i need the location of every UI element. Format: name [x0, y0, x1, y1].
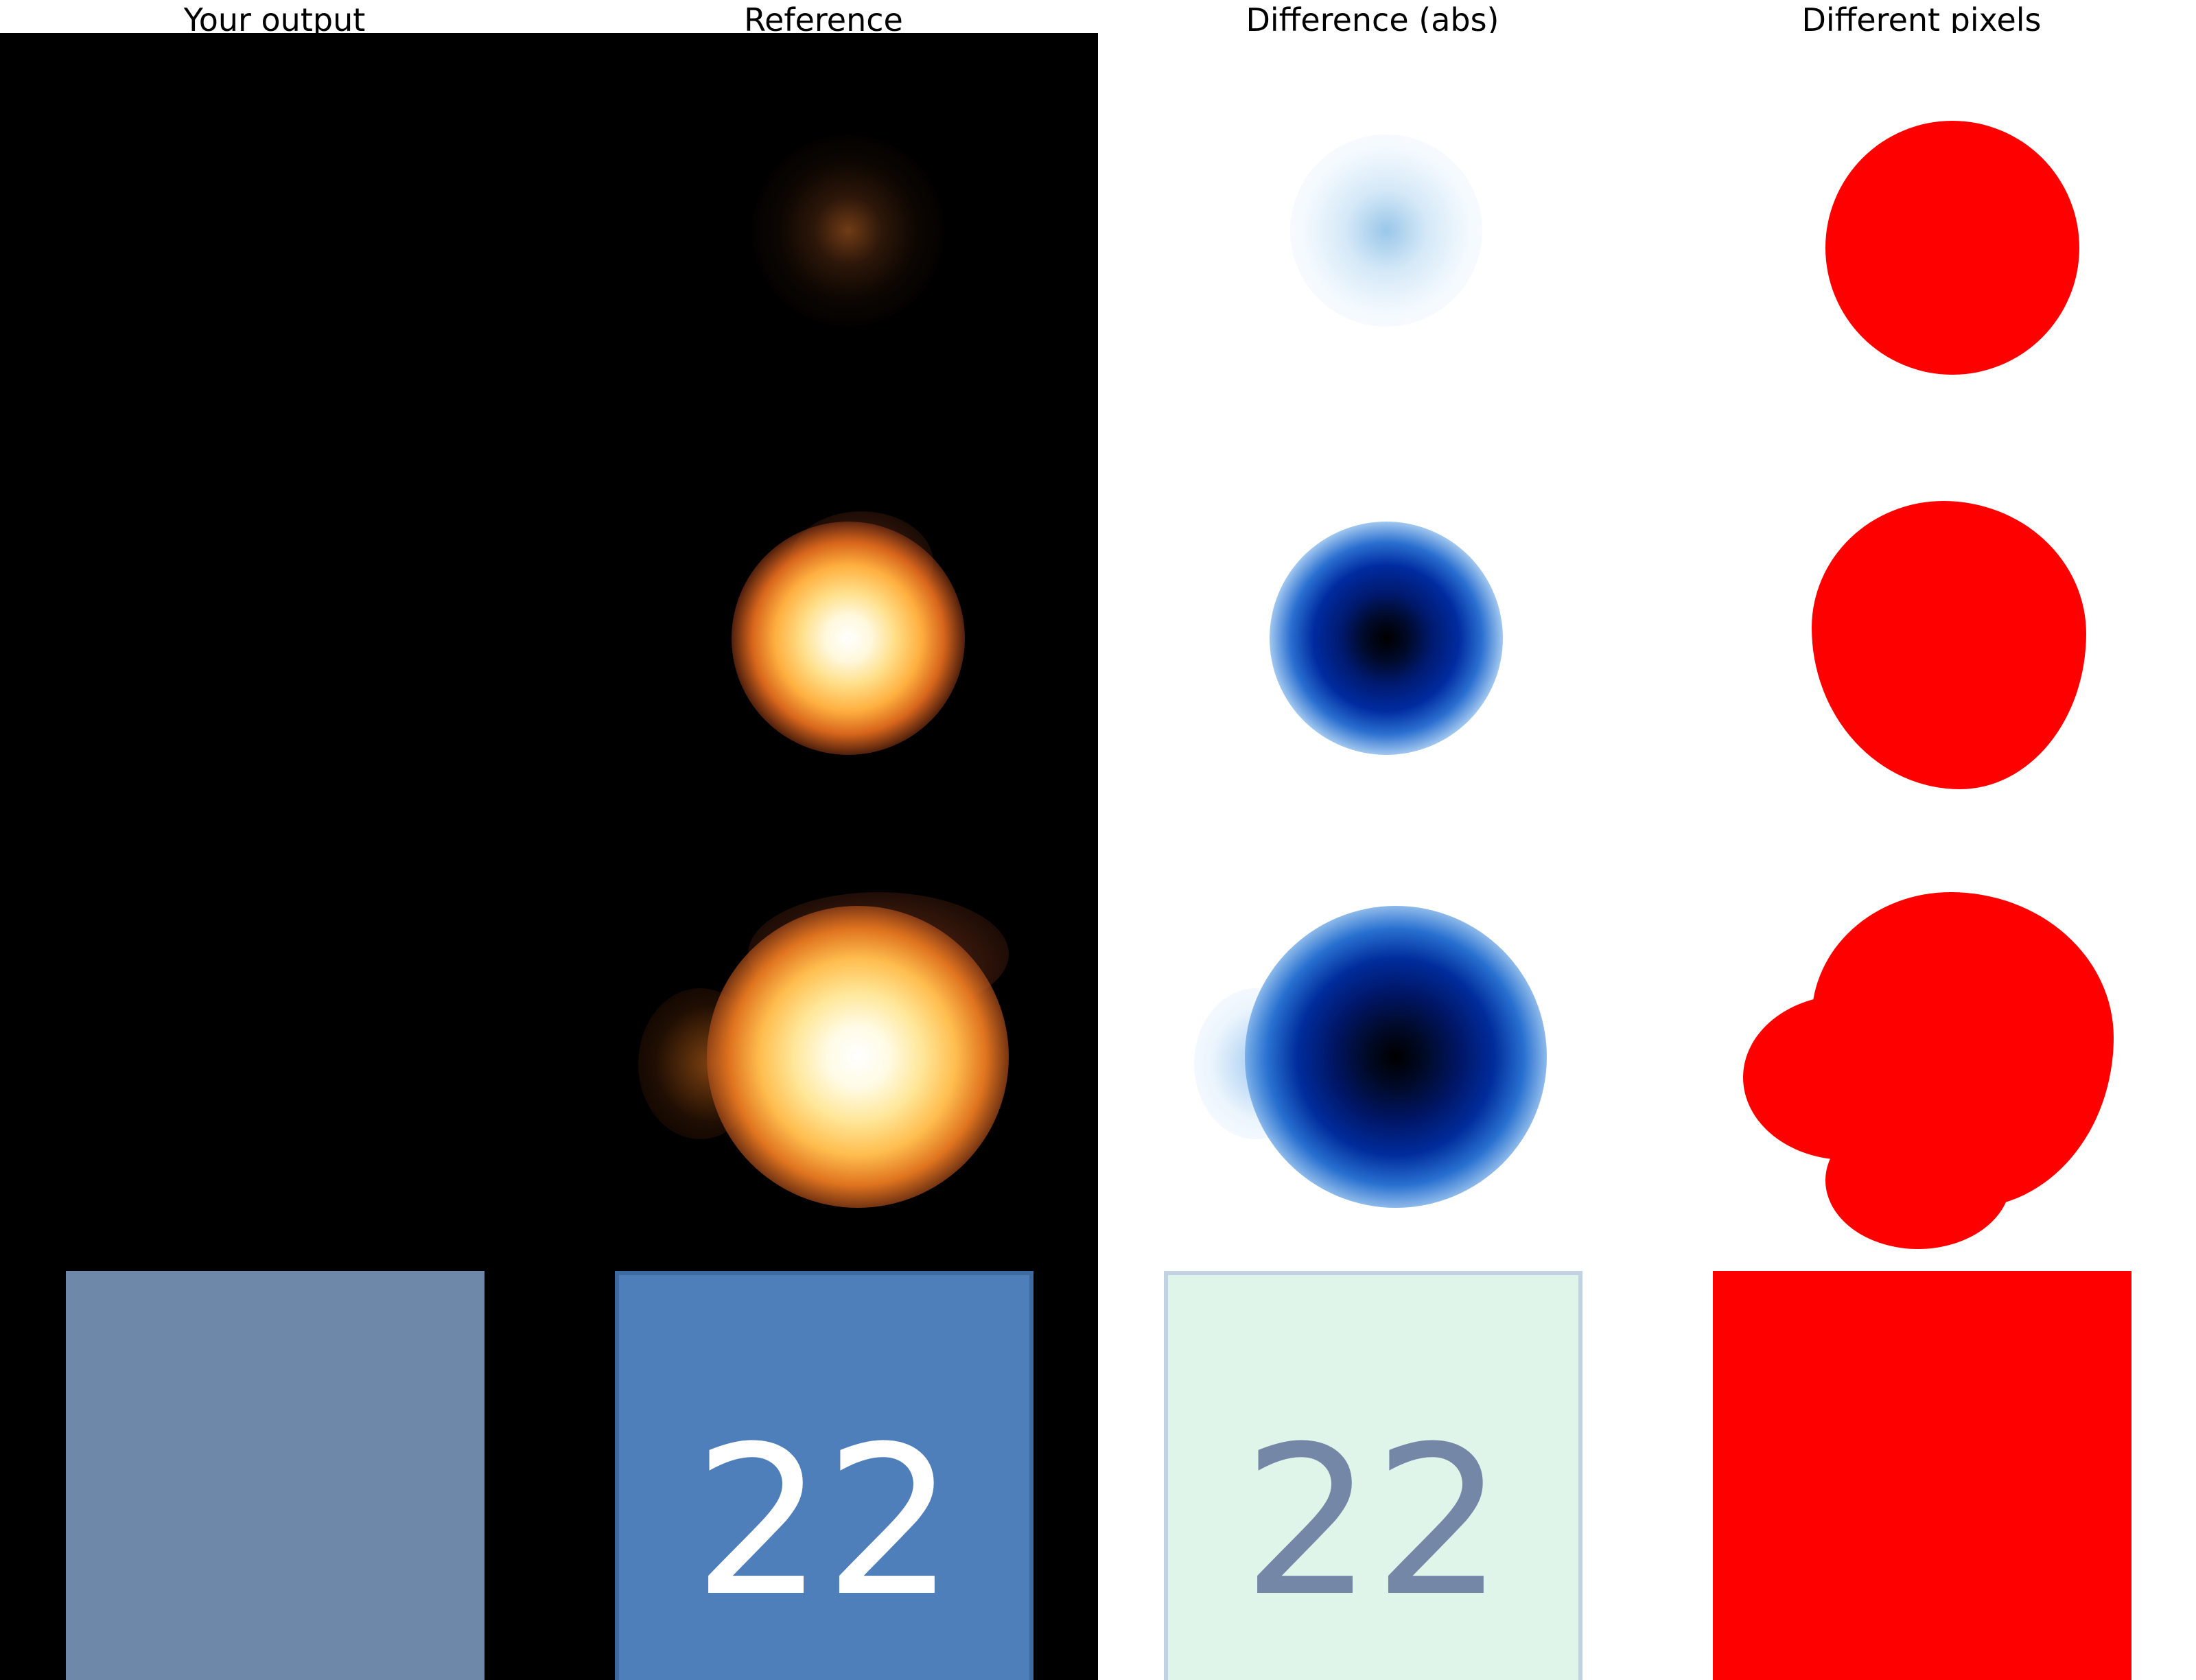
pixel-mask-tile — [1713, 1271, 2131, 1680]
reference-tile: 22 — [615, 1271, 1033, 1680]
output-tile — [66, 1271, 484, 1680]
explosion-frame-2 — [732, 522, 965, 755]
explosion-frame-1 — [752, 135, 944, 327]
difference-blob-2 — [1270, 522, 1503, 755]
explosion-frame-3 — [707, 906, 1009, 1208]
difference-blob-1 — [1290, 135, 1482, 327]
reference-tile-number: 22 — [693, 1402, 955, 1642]
heading-difference: Difference (abs) — [1246, 1, 1499, 38]
heading-your-output: Your output — [183, 1, 366, 38]
heading-different-pixels: Different pixels — [1801, 1, 2042, 38]
difference-blob-3 — [1245, 906, 1547, 1208]
pixel-mask-3 — [1812, 892, 2114, 1208]
pixel-mask-1 — [1825, 121, 2079, 375]
heading-reference: Reference — [744, 1, 903, 38]
pixel-mask-2 — [1812, 501, 2086, 789]
difference-tile: 22 — [1164, 1271, 1582, 1680]
difference-tile-number: 22 — [1242, 1402, 1504, 1642]
